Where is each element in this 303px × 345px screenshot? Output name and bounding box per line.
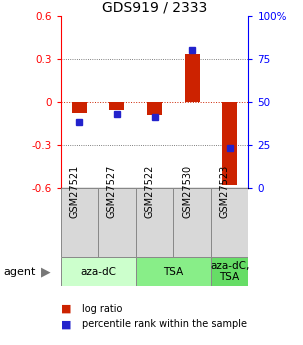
Bar [185,54,200,102]
Text: aza-dC,
TSA: aza-dC, TSA [210,261,249,283]
Bar [61,188,98,257]
Bar [109,102,125,110]
Text: aza-dC: aza-dC [80,267,116,277]
Text: ■: ■ [61,304,71,314]
Text: GSM27521: GSM27521 [69,165,79,218]
Text: GSM27522: GSM27522 [145,165,155,218]
Text: percentile rank within the sample: percentile rank within the sample [82,319,247,329]
Text: GSM27530: GSM27530 [182,165,192,218]
Bar [147,102,162,115]
Bar [61,257,136,286]
Text: log ratio: log ratio [82,304,122,314]
Bar [72,102,87,113]
Bar [222,102,237,185]
Text: ▶: ▶ [41,265,51,278]
Bar [136,257,211,286]
Bar [98,188,136,257]
Bar [211,188,248,257]
Bar [173,188,211,257]
Text: agent: agent [3,267,35,277]
Title: GDS919 / 2333: GDS919 / 2333 [102,0,207,14]
Text: GSM27527: GSM27527 [107,165,117,218]
Text: ■: ■ [61,319,71,329]
Text: TSA: TSA [163,267,183,277]
Bar [136,188,173,257]
Bar [211,257,248,286]
Text: GSM27523: GSM27523 [220,165,230,218]
